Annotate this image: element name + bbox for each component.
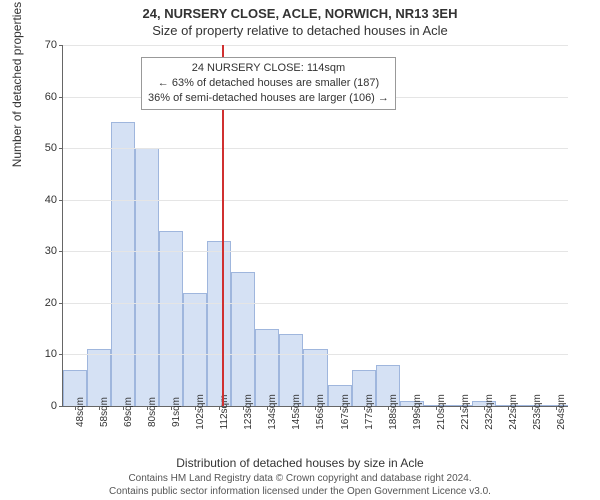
x-tick-label: 188sqm <box>388 394 399 430</box>
x-tick-label: 145sqm <box>291 394 302 430</box>
annotation-line: ← 63% of detached houses are smaller (18… <box>148 76 389 91</box>
x-tick: 188sqm <box>376 406 400 446</box>
y-tick-label: 50 <box>45 142 63 154</box>
y-tick-label: 40 <box>45 194 63 206</box>
histogram-bar <box>207 241 231 406</box>
x-tick: 69sqm <box>111 406 135 446</box>
footer-line-1: Contains HM Land Registry data © Crown c… <box>0 473 600 486</box>
x-tick: 123sqm <box>231 406 255 446</box>
x-tick-label: 199sqm <box>412 394 423 430</box>
x-tick: 242sqm <box>496 406 520 446</box>
histogram-bar <box>231 272 255 406</box>
x-tick-label: 232sqm <box>484 394 495 430</box>
gridline <box>63 45 568 46</box>
x-tick-label: 123sqm <box>243 394 254 430</box>
x-tick-row: 48sqm58sqm69sqm80sqm91sqm102sqm112sqm123… <box>63 406 568 446</box>
histogram-bar <box>135 148 159 406</box>
chart-footer: Contains HM Land Registry data © Crown c… <box>0 473 600 498</box>
y-tick-label: 10 <box>45 348 63 360</box>
x-tick-label: 167sqm <box>340 394 351 430</box>
x-tick-label: 177sqm <box>364 394 375 430</box>
x-tick-label: 264sqm <box>556 394 567 430</box>
x-tick: 210sqm <box>424 406 448 446</box>
x-tick: 134sqm <box>255 406 279 446</box>
histogram-bar <box>159 231 183 406</box>
x-tick: 177sqm <box>352 406 376 446</box>
x-tick: 48sqm <box>63 406 87 446</box>
x-tick: 167sqm <box>328 406 352 446</box>
x-tick: 145sqm <box>279 406 303 446</box>
x-tick: 112sqm <box>207 406 231 446</box>
gridline <box>63 148 568 149</box>
x-tick: 253sqm <box>520 406 544 446</box>
x-tick-label: 112sqm <box>219 395 230 430</box>
x-tick-label: 221sqm <box>460 394 471 430</box>
footer-line-2: Contains public sector information licen… <box>0 486 600 499</box>
x-tick-label: 253sqm <box>532 394 543 430</box>
x-tick: 91sqm <box>159 406 183 446</box>
property-size-chart: 24, NURSERY CLOSE, ACLE, NORWICH, NR13 3… <box>0 0 600 500</box>
histogram-bar <box>111 122 135 406</box>
x-tick-label: 156sqm <box>315 394 326 430</box>
gridline <box>63 303 568 304</box>
x-tick-label: 58sqm <box>99 397 110 427</box>
x-tick-label: 210sqm <box>436 394 447 430</box>
y-tick-label: 0 <box>51 400 63 412</box>
annotation-line: 24 NURSERY CLOSE: 114sqm <box>148 61 389 76</box>
x-tick-label: 134sqm <box>267 394 278 430</box>
chart-title: 24, NURSERY CLOSE, ACLE, NORWICH, NR13 3… <box>0 0 600 21</box>
y-tick-label: 30 <box>45 245 63 257</box>
x-tick-label: 80sqm <box>147 397 158 427</box>
gridline <box>63 200 568 201</box>
chart-subtitle: Size of property relative to detached ho… <box>0 21 600 40</box>
annotation-box: 24 NURSERY CLOSE: 114sqm← 63% of detache… <box>141 57 396 110</box>
x-tick-label: 69sqm <box>123 397 134 427</box>
x-tick-label: 91sqm <box>171 397 182 427</box>
histogram-bar <box>183 293 207 406</box>
x-axis-label: Distribution of detached houses by size … <box>0 456 600 470</box>
x-tick: 58sqm <box>87 406 111 446</box>
x-tick-label: 102sqm <box>195 394 206 430</box>
x-tick: 199sqm <box>400 406 424 446</box>
x-tick-label: 242sqm <box>508 394 519 430</box>
plot-area: 48sqm58sqm69sqm80sqm91sqm102sqm112sqm123… <box>62 45 568 407</box>
x-tick: 80sqm <box>135 406 159 446</box>
y-tick-label: 70 <box>45 39 63 51</box>
y-tick-label: 20 <box>45 297 63 309</box>
annotation-line: 36% of semi-detached houses are larger (… <box>148 91 389 106</box>
x-tick-label: 48sqm <box>75 397 86 427</box>
x-tick: 102sqm <box>183 406 207 446</box>
gridline <box>63 251 568 252</box>
x-tick: 221sqm <box>448 406 472 446</box>
y-axis-label: Number of detached properties <box>10 2 24 167</box>
x-tick: 156sqm <box>303 406 327 446</box>
x-tick: 264sqm <box>544 406 568 446</box>
x-tick: 232sqm <box>472 406 496 446</box>
gridline <box>63 354 568 355</box>
y-tick-label: 60 <box>45 91 63 103</box>
